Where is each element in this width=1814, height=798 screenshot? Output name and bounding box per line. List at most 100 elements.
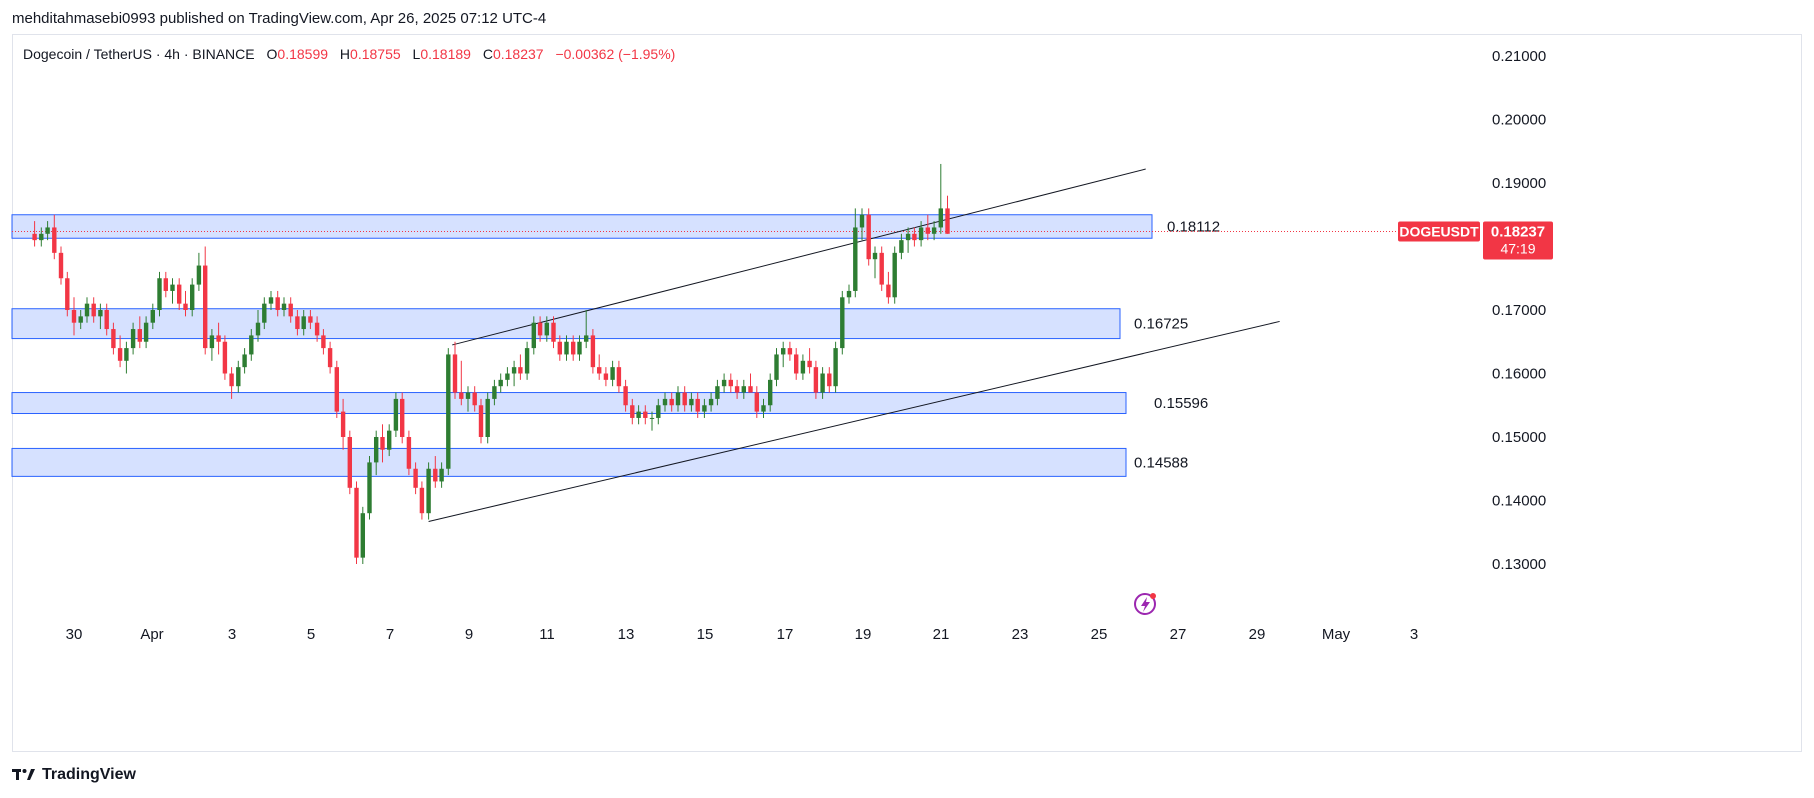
candle-body xyxy=(111,329,116,349)
candle xyxy=(616,360,622,393)
candle xyxy=(91,297,96,323)
candle xyxy=(459,360,464,406)
candle xyxy=(393,392,399,437)
candle xyxy=(65,271,70,317)
candle-body xyxy=(866,214,871,260)
candle-body xyxy=(137,329,142,342)
candle xyxy=(925,214,930,241)
time-axis-label: 3 xyxy=(228,626,236,643)
symbol-title[interactable]: Dogecoin / TetherUS · 4h · BINANCE xyxy=(23,46,255,62)
candle-body xyxy=(840,297,845,349)
candle xyxy=(190,278,195,317)
candle xyxy=(400,392,405,444)
candle xyxy=(584,310,589,349)
candle xyxy=(918,221,924,247)
time-axis-label: 9 xyxy=(465,626,473,643)
time-axis-label: 3 xyxy=(1410,626,1418,643)
candle-body xyxy=(794,354,799,374)
candle xyxy=(590,329,596,374)
tradingview-logo[interactable]: TradingView xyxy=(12,766,136,784)
candle xyxy=(721,373,727,393)
candle xyxy=(150,303,155,330)
candle-body xyxy=(859,214,865,228)
time-axis-label: 30 xyxy=(66,626,83,643)
candle xyxy=(236,360,241,393)
candle-body xyxy=(846,290,852,298)
candle-body xyxy=(630,405,635,418)
candle-body xyxy=(689,398,694,406)
lightning-icon-bolt xyxy=(1141,597,1150,612)
candle xyxy=(511,360,517,387)
close-value: 0.18237 xyxy=(492,46,544,62)
support-resistance-zone xyxy=(11,392,1127,415)
candle xyxy=(406,430,412,476)
candle-body xyxy=(32,233,37,241)
candle-body xyxy=(334,367,339,412)
candle-body xyxy=(117,348,123,361)
candle-body xyxy=(446,354,451,469)
candle-body xyxy=(406,437,412,469)
candle xyxy=(367,456,372,520)
candle xyxy=(813,360,819,399)
candle xyxy=(419,481,425,520)
candle-body xyxy=(52,227,57,253)
open-label: O xyxy=(266,46,278,62)
candle xyxy=(334,360,339,418)
price-axis-label: 0.17000 xyxy=(1492,302,1546,319)
candle-body xyxy=(734,386,740,393)
candle xyxy=(597,354,602,380)
candle xyxy=(308,310,313,330)
candle xyxy=(203,246,208,355)
candle xyxy=(886,271,891,304)
candle xyxy=(143,316,149,349)
candle-body xyxy=(564,341,569,355)
candle xyxy=(945,195,950,234)
candle xyxy=(380,424,385,463)
candle xyxy=(485,392,490,444)
candle xyxy=(715,379,720,406)
candle-body xyxy=(150,310,155,323)
price-axis-label: 0.14000 xyxy=(1492,493,1546,510)
candle xyxy=(577,335,582,361)
candle-body xyxy=(65,278,70,310)
candle-body xyxy=(393,398,399,431)
candle xyxy=(452,341,458,399)
candle-body xyxy=(439,468,444,482)
candle xyxy=(734,379,740,399)
candle xyxy=(754,386,760,418)
candle-body xyxy=(340,411,346,437)
candle-body xyxy=(281,303,287,310)
candle-body xyxy=(400,398,405,437)
candle xyxy=(636,405,641,425)
time-axis-label: 25 xyxy=(1091,626,1108,643)
candle-body xyxy=(183,303,188,310)
candle-body xyxy=(413,468,418,488)
price-axis-label: 0.15000 xyxy=(1492,429,1546,446)
candle-body xyxy=(433,468,438,482)
candle xyxy=(327,341,333,374)
candle-body xyxy=(610,367,615,380)
candle-body xyxy=(327,348,333,368)
candle xyxy=(537,316,543,342)
candle xyxy=(117,335,123,368)
candle xyxy=(827,367,832,393)
candle xyxy=(708,392,714,412)
candle xyxy=(321,329,326,355)
candle-body xyxy=(314,322,320,336)
candle-body xyxy=(505,373,510,380)
candle xyxy=(741,379,746,399)
candle xyxy=(748,373,753,393)
candle-body xyxy=(544,322,549,336)
candle-body xyxy=(590,335,596,368)
candle-body xyxy=(656,405,661,418)
candle-body xyxy=(360,513,366,558)
candle xyxy=(767,373,773,412)
candle xyxy=(498,373,503,393)
candle-body xyxy=(176,284,182,304)
candle xyxy=(196,252,202,291)
candle-body xyxy=(570,341,576,355)
candle-body xyxy=(229,373,234,387)
candle xyxy=(242,348,247,374)
candle-body xyxy=(603,373,609,380)
